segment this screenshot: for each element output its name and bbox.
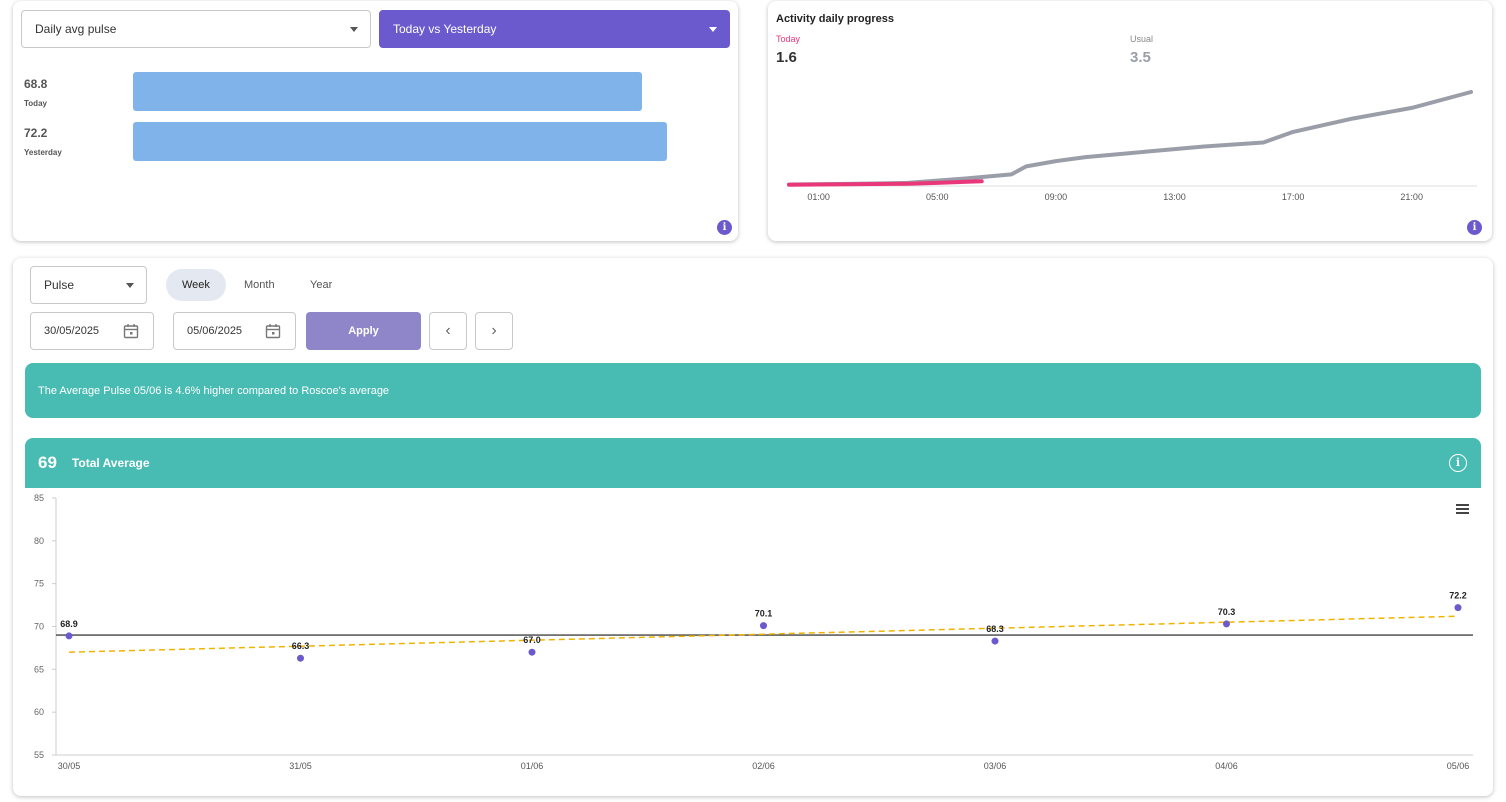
- calendar-icon[interactable]: [123, 323, 139, 339]
- bar-today: [133, 72, 642, 111]
- bar-name: Today: [24, 99, 47, 108]
- period-select[interactable]: Today vs Yesterday: [379, 10, 730, 48]
- activity-card: Activity daily progress Today 1.6 Usual …: [768, 1, 1492, 241]
- data-point[interactable]: [297, 654, 304, 662]
- data-point[interactable]: [991, 637, 999, 645]
- info-icon[interactable]: i: [1467, 220, 1482, 235]
- period-select-value: Today vs Yesterday: [393, 22, 497, 36]
- pulse-metric-value: Pulse: [44, 278, 75, 292]
- today-label: Today: [776, 34, 801, 44]
- bar-yesterday: [133, 122, 667, 161]
- calendar-icon[interactable]: [265, 323, 281, 339]
- chevron-down-icon: [350, 27, 358, 32]
- tab-week[interactable]: Week: [166, 269, 226, 301]
- next-button[interactable]: ›: [475, 312, 513, 350]
- hamburger-icon[interactable]: [1456, 504, 1469, 514]
- trend-line: [68, 615, 1459, 653]
- date-to-value: 05/06/2025: [187, 325, 243, 337]
- bar-label-yesterday: 72.2 Yesterday: [24, 124, 62, 157]
- usual-value: 3.5: [1130, 49, 1151, 66]
- tab-month[interactable]: Month: [244, 279, 275, 291]
- chevron-down-icon: [126, 283, 134, 288]
- total-average-header: 69 Total Average i: [25, 438, 1481, 488]
- data-label: 66.3: [292, 641, 310, 651]
- data-point[interactable]: [65, 632, 73, 640]
- pulse-metric-select[interactable]: Pulse: [30, 266, 147, 304]
- bar-value: 72.2: [24, 126, 48, 140]
- y-tick-label: 60: [34, 707, 44, 717]
- x-tick-label: 21:00: [1400, 192, 1423, 202]
- apply-button[interactable]: Apply: [306, 312, 421, 350]
- date-from-value: 30/05/2025: [44, 325, 100, 337]
- today-value: 1.6: [776, 49, 797, 66]
- bar-value: 68.8: [24, 77, 48, 91]
- x-tick-label: 03/06: [984, 761, 1007, 771]
- total-average-value: 69: [38, 453, 57, 472]
- x-tick-label: 05/06: [1447, 761, 1470, 771]
- chevron-right-icon: ›: [491, 322, 497, 339]
- data-label: 68.9: [60, 619, 78, 629]
- total-average-label: Total Average: [71, 456, 150, 470]
- data-label: 70.1: [755, 609, 773, 619]
- x-tick-label: 17:00: [1282, 192, 1305, 202]
- chevron-down-icon: [709, 27, 717, 32]
- y-tick-label: 65: [34, 664, 44, 674]
- y-tick-label: 85: [34, 493, 44, 503]
- pulse-card: Pulse Week Month Year 30/05/2025 05/06/2…: [13, 258, 1493, 796]
- y-tick-label: 70: [34, 622, 44, 632]
- series-line-today: [787, 179, 984, 187]
- x-tick-label: 04/06: [1215, 761, 1238, 771]
- date-to-input[interactable]: 05/06/2025: [173, 312, 296, 350]
- data-point[interactable]: [1223, 620, 1230, 628]
- activity-chart: 01:00 05:00 09:00 13:00 17:00 21:00: [787, 90, 1477, 202]
- bar-name: Yesterday: [24, 148, 62, 157]
- prev-button[interactable]: ‹: [429, 312, 467, 350]
- y-tick-label: 75: [34, 579, 44, 589]
- info-icon[interactable]: i: [1449, 454, 1467, 472]
- x-tick-label: 01/06: [521, 761, 544, 771]
- data-label: 67.0: [523, 635, 541, 645]
- series-line-usual: [787, 90, 1473, 187]
- x-tick-label: 01:00: [807, 192, 830, 202]
- banner-text: The Average Pulse 05/06 is 4.6% higher c…: [38, 384, 390, 397]
- x-tick-label: 02/06: [752, 761, 775, 771]
- date-from-input[interactable]: 30/05/2025: [30, 312, 154, 350]
- data-label: 70.3: [1218, 607, 1236, 617]
- data-point[interactable]: [760, 622, 767, 630]
- y-tick-label: 55: [34, 750, 44, 760]
- data-point[interactable]: [1454, 604, 1462, 612]
- metric-select[interactable]: Daily avg pulse: [21, 10, 371, 48]
- activity-title: Activity daily progress: [776, 13, 894, 25]
- x-tick-label: 13:00: [1163, 192, 1186, 202]
- x-tick-label: 30/05: [58, 761, 81, 771]
- data-label: 72.2: [1449, 591, 1467, 601]
- tab-year[interactable]: Year: [310, 279, 333, 291]
- data-label: 68.3: [986, 624, 1004, 634]
- data-point[interactable]: [528, 648, 536, 656]
- x-tick-label: 09:00: [1045, 192, 1068, 202]
- y-tick-label: 80: [34, 536, 44, 546]
- chevron-left-icon: ‹: [445, 322, 451, 339]
- comparison-banner: The Average Pulse 05/06 is 4.6% higher c…: [25, 363, 1481, 418]
- metric-select-value: Daily avg pulse: [35, 22, 117, 36]
- compare-card: Daily avg pulse Today vs Yesterday 68.8 …: [13, 1, 738, 241]
- usual-label: Usual: [1130, 34, 1154, 44]
- pulse-chart: 85 80 75 70 65 60 55 30/05 31/05 01/06 02/06 03/06 0…: [34, 493, 1473, 771]
- x-tick-label: 05:00: [926, 192, 949, 202]
- info-icon[interactable]: i: [717, 220, 732, 235]
- x-tick-label: 31/05: [289, 761, 312, 771]
- bar-label-today: 68.8 Today: [24, 75, 47, 108]
